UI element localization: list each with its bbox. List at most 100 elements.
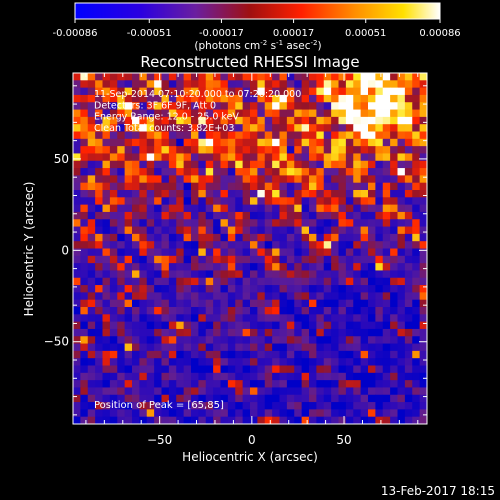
heatmap-cell	[368, 241, 376, 249]
heatmap-cell	[183, 343, 192, 352]
heatmap-cell	[132, 358, 140, 366]
heatmap-cell	[213, 182, 221, 191]
heatmap-cell	[220, 197, 229, 206]
heatmap-cell	[419, 182, 427, 191]
heatmap-cell	[309, 277, 317, 286]
heatmap-cell	[191, 321, 199, 330]
heatmap-cell	[146, 175, 155, 184]
heatmap-cell	[353, 241, 362, 249]
heatmap-cell	[117, 314, 126, 323]
heatmap-cell	[250, 328, 258, 337]
heatmap-cell	[264, 263, 273, 271]
heatmap-cell	[360, 380, 369, 388]
heatmap-cell	[73, 73, 81, 81]
heatmap-cell	[205, 263, 214, 271]
heatmap-cell	[139, 387, 148, 396]
heatmap-cell	[213, 285, 221, 293]
heatmap-cell	[176, 204, 185, 213]
heatmap-cell	[102, 80, 111, 89]
heatmap-cell	[353, 175, 362, 184]
heatmap-cell	[80, 409, 89, 418]
heatmap-cell	[124, 387, 133, 396]
heatmap-cell	[323, 73, 332, 81]
heatmap-cell	[331, 365, 339, 374]
heatmap-cell	[257, 387, 266, 396]
heatmap-cell	[154, 211, 162, 220]
heatmap-cell	[168, 343, 177, 352]
heatmap-cell	[146, 80, 155, 89]
heatmap-cell	[331, 160, 339, 169]
heatmap-cell	[257, 350, 266, 359]
heatmap-cell	[132, 387, 140, 396]
heatmap-cell	[360, 197, 369, 206]
heatmap-cell	[87, 365, 96, 374]
heatmap-cell	[323, 321, 332, 330]
heatmap-cell	[257, 124, 266, 132]
heatmap-cell	[235, 109, 244, 118]
heatmap-cell	[73, 255, 81, 264]
heatmap-cell	[191, 350, 199, 359]
heatmap-cell	[419, 416, 427, 424]
heatmap-cell	[338, 402, 347, 410]
heatmap-cell	[419, 285, 427, 293]
heatmap-cell	[132, 204, 140, 213]
heatmap-cell	[338, 116, 347, 125]
heatmap-cell	[250, 182, 258, 191]
heatmap-cell	[161, 387, 170, 396]
heatmap-cell	[87, 131, 96, 140]
heatmap-cell	[146, 343, 155, 352]
heatmap-cell	[309, 73, 317, 81]
heatmap-cell	[198, 233, 207, 242]
heatmap-cell	[286, 336, 295, 344]
heatmap-cell	[301, 109, 310, 118]
heatmap-cell	[331, 102, 339, 110]
heatmap-cell	[368, 73, 376, 81]
heatmap-cell	[146, 314, 155, 323]
heatmap-cell	[183, 219, 192, 227]
heatmap-cell	[132, 138, 140, 147]
heatmap-cell	[316, 190, 325, 198]
heatmap-cell	[294, 248, 303, 257]
heatmap-cell	[264, 241, 273, 249]
heatmap-cell	[419, 153, 427, 162]
heatmap-cell	[139, 270, 148, 279]
heatmap-cell	[404, 226, 413, 235]
heatmap-cell	[323, 394, 332, 403]
heatmap-cell	[338, 138, 347, 147]
heatmap-cell	[198, 270, 207, 279]
heatmap-cell	[146, 204, 155, 213]
heatmap-cell	[338, 182, 347, 191]
heatmap-cell	[279, 292, 288, 301]
heatmap-cell	[220, 336, 229, 344]
heatmap-image	[73, 73, 427, 424]
colorbar-tick-label: 0.00017	[273, 28, 314, 39]
heatmap-cell	[161, 336, 170, 344]
heatmap-cell	[404, 168, 413, 176]
heatmap-cell	[353, 314, 362, 323]
heatmap-cell	[176, 321, 185, 330]
heatmap-cell	[80, 138, 89, 147]
heatmap-cell	[412, 73, 421, 81]
heatmap-cell	[95, 263, 103, 271]
heatmap-cell	[80, 350, 89, 359]
heatmap-cell	[353, 285, 362, 293]
heatmap-cell	[316, 197, 325, 206]
heatmap-cell	[345, 328, 354, 337]
heatmap-cell	[95, 233, 103, 242]
heatmap-cell	[227, 146, 236, 154]
annotation-block: 11-Sep-2014 07:10:20.000 to 07:20:20.000…	[94, 89, 301, 134]
heatmap-cell	[242, 204, 251, 213]
heatmap-cell	[250, 204, 258, 213]
heatmap-cell	[286, 197, 295, 206]
heatmap-cell	[124, 416, 133, 424]
heatmap-cell	[198, 124, 207, 132]
heatmap-cell	[272, 416, 280, 424]
heatmap-cell	[412, 80, 421, 89]
heatmap-cell	[213, 277, 221, 286]
heatmap-cell	[191, 233, 199, 242]
heatmap-cell	[205, 358, 214, 366]
heatmap-cell	[235, 168, 244, 176]
heatmap-cell	[286, 307, 295, 315]
heatmap-cell	[220, 409, 229, 418]
heatmap-cell	[109, 350, 118, 359]
